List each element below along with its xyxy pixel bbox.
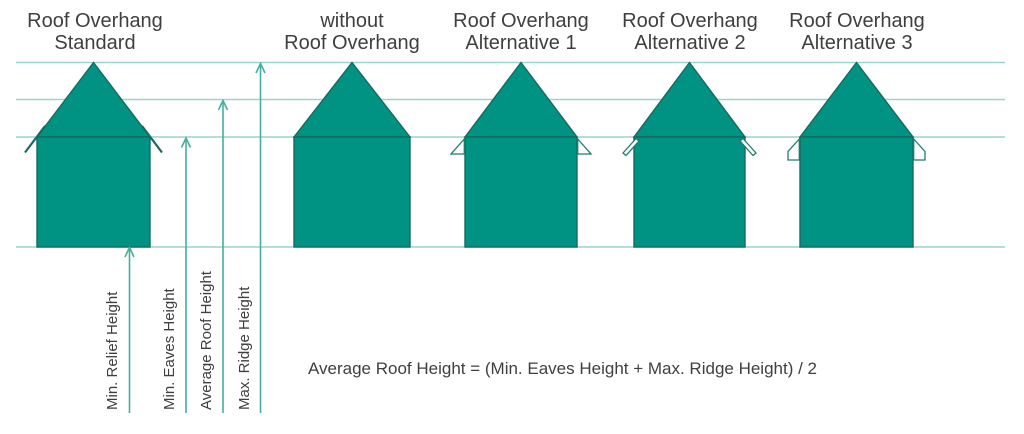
left-triangle-overhang — [449, 137, 465, 155]
title-line: without — [320, 10, 384, 32]
right-triangle-overhang — [577, 137, 593, 155]
wall — [464, 136, 578, 248]
wall — [293, 136, 411, 248]
title-line: Alternative 2 — [634, 32, 746, 54]
title-line: Roof Overhang — [789, 10, 925, 32]
title-line: Roof Overhang — [27, 10, 163, 32]
height-label-min-relief: Min. Relief Height — [104, 291, 121, 410]
max-ridge-height-arrow — [255, 61, 266, 413]
house-alternative-1 — [449, 61, 593, 248]
right-quad-overhang — [913, 137, 926, 161]
right-rafter-overhang — [141, 125, 163, 154]
height-label-average-roof: Average Roof Height — [198, 271, 215, 410]
left-rafter-overhang — [24, 125, 46, 154]
wall — [799, 136, 914, 248]
right-strip-overhang — [739, 137, 757, 157]
wall — [36, 136, 151, 248]
house-title-alternative-3: Roof Overhang Alternative 3 — [767, 10, 947, 54]
min-eaves-height-arrow — [180, 136, 192, 413]
average-roof-height-arrow — [217, 98, 229, 413]
min-relief-height-arrow — [124, 245, 135, 413]
house-standard — [24, 61, 163, 248]
title-line: Alternative 3 — [801, 32, 913, 54]
house-title-alternative-2: Roof Overhang Alternative 2 — [600, 10, 780, 54]
house-alternative-2 — [622, 61, 757, 248]
title-line: Roof Overhang — [622, 10, 758, 32]
title-line: Alternative 1 — [465, 32, 577, 54]
title-line: Standard — [54, 32, 136, 54]
house-title-standard: Roof Overhang Standard — [5, 10, 185, 54]
formula-text: Average Roof Height = (Min. Eaves Height… — [308, 359, 817, 378]
title-line: Roof Overhang — [284, 32, 420, 54]
height-label-max-ridge: Max. Ridge Height — [235, 286, 253, 410]
left-quad-overhang — [787, 137, 800, 161]
height-label-min-eaves: Min. Eaves Height — [161, 288, 178, 410]
house-without-overhang — [292, 61, 412, 248]
left-strip-overhang — [622, 137, 640, 157]
house-title-without-overhang: without Roof Overhang — [262, 10, 442, 54]
house-title-alternative-1: Roof Overhang Alternative 1 — [431, 10, 611, 54]
wall — [633, 136, 746, 248]
title-line: Roof Overhang — [453, 10, 589, 32]
house-alternative-3 — [787, 61, 926, 248]
